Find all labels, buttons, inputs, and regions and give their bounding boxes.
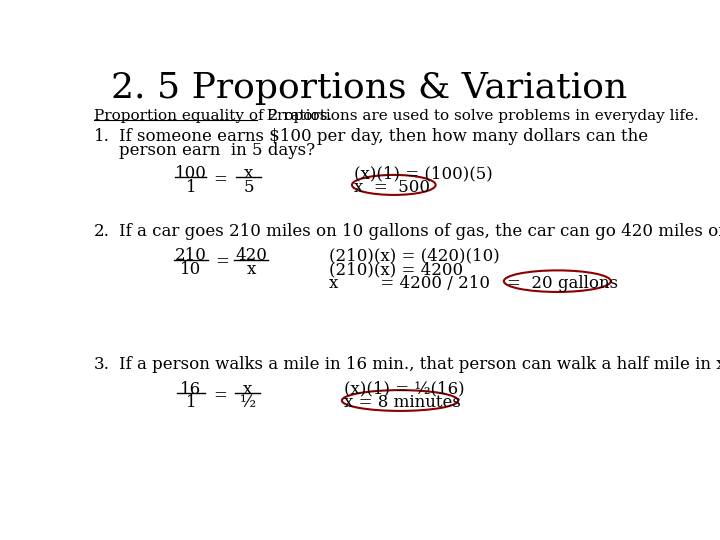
Text: 5: 5 [243, 179, 254, 196]
Text: 16: 16 [180, 381, 202, 397]
Text: x: x [243, 381, 252, 397]
Text: 3.: 3. [94, 356, 109, 373]
Text: x = 8 minutes: x = 8 minutes [344, 394, 461, 411]
Text: Proportion equality of 2 ratios.: Proportion equality of 2 ratios. [94, 110, 332, 124]
Text: 1.: 1. [94, 128, 109, 145]
Text: x: x [244, 165, 253, 182]
Text: 2.: 2. [94, 222, 109, 240]
Text: 210: 210 [175, 247, 207, 264]
Text: 10: 10 [180, 261, 202, 278]
Text: x        = 4200 / 210: x = 4200 / 210 [329, 275, 490, 292]
Text: 420: 420 [235, 247, 267, 264]
Text: =: = [213, 171, 227, 188]
Text: =  20 gallons: = 20 gallons [507, 275, 618, 292]
Text: ½: ½ [239, 394, 256, 411]
Text: (x)(1) = ½(16): (x)(1) = ½(16) [344, 381, 465, 397]
Text: x: x [246, 261, 256, 278]
Text: If a person walks a mile in 16 min., that person can walk a half mile in x  min.: If a person walks a mile in 16 min., tha… [120, 356, 720, 373]
Text: 1: 1 [186, 179, 196, 196]
Text: Proportions are used to solve problems in everyday life.: Proportions are used to solve problems i… [258, 110, 699, 124]
Text: 1: 1 [186, 394, 196, 411]
Text: (210)(x) = (420)(10): (210)(x) = (420)(10) [329, 247, 500, 264]
Text: x  =  500: x = 500 [354, 179, 430, 196]
Text: 100: 100 [175, 165, 207, 182]
Text: (x)(1) = (100)(5): (x)(1) = (100)(5) [354, 165, 492, 182]
Text: If someone earns $100 per day, then how many dollars can the: If someone earns $100 per day, then how … [120, 128, 649, 145]
Text: person earn  in 5 days?: person earn in 5 days? [120, 142, 315, 159]
Text: 2. 5 Proportions & Variation: 2. 5 Proportions & Variation [111, 71, 627, 105]
Text: =: = [213, 387, 227, 404]
Text: (210)(x) = 4200: (210)(x) = 4200 [329, 261, 463, 278]
Text: =: = [215, 253, 229, 271]
Text: If a car goes 210 miles on 10 gallons of gas, the car can go 420 miles on X gall: If a car goes 210 miles on 10 gallons of… [120, 222, 720, 240]
